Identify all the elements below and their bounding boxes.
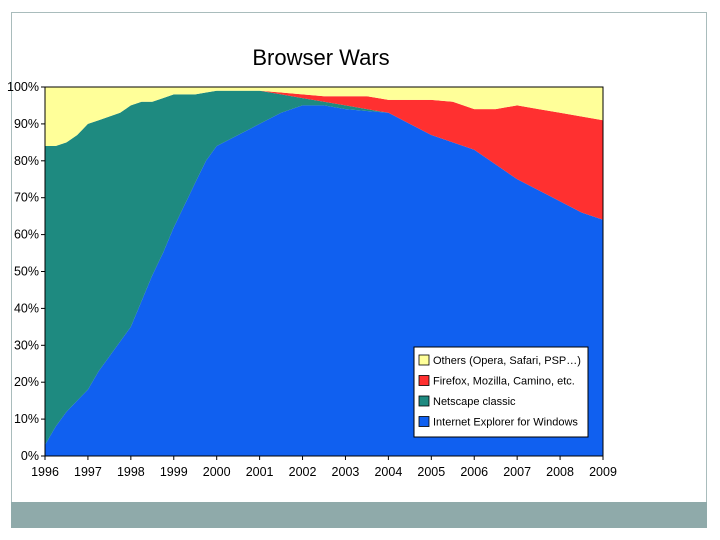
x-tick-label: 1996 [31,465,59,479]
x-tick-label: 1998 [117,465,145,479]
x-tick-label: 1997 [74,465,102,479]
y-tick-label: 30% [14,338,39,352]
x-tick-label: 2003 [332,465,360,479]
legend-label: Others (Opera, Safari, PSP…) [433,355,581,367]
x-tick-label: 2004 [374,465,402,479]
chart-title: Browser Wars [252,45,389,70]
legend-label: Firefox, Mozilla, Camino, etc. [433,376,575,388]
legend-swatch [418,375,430,386]
x-tick-label: 1999 [160,465,188,479]
legend: Others (Opera, Safari, PSP…) Firefox, Moz… [413,346,589,438]
legend-swatch [418,354,430,366]
x-tick-label: 2005 [417,465,445,479]
legend-swatch [418,395,430,407]
y-tick-label: 10% [14,412,39,426]
area-netscape-classic [45,90,603,445]
y-tick-label: 0% [21,449,39,463]
y-axis: 0% 10% 20% 30% 40% 50% 60% 70% 80% 90% 100% [7,80,45,463]
y-tick-label: 20% [14,375,39,389]
area-others-opera-safari-psp [45,87,603,146]
y-tick-label: 90% [14,117,39,131]
y-tick-label: 50% [14,265,39,279]
y-tick-label: 80% [14,154,39,168]
x-tick-label: 2009 [589,465,617,479]
y-tick-label: 70% [14,191,39,205]
legend-box [413,346,589,438]
area-firefox-mozilla-camino-etc [45,90,603,220]
x-tick-label: 2008 [546,465,574,479]
x-tick-label: 2000 [203,465,231,479]
x-axis: 1996 1997 1998 1999 2000 2001 2002 2003 2004 2005… [31,456,617,479]
legend-swatch [418,416,430,427]
y-tick-label: 40% [14,301,39,315]
y-tick-label: 100% [7,80,39,94]
legend-label: Netscape classic [433,396,516,408]
x-tick-label: 2006 [460,465,488,479]
x-tick-label: 2001 [246,465,274,479]
x-tick-label: 2002 [289,465,317,479]
footer-bar [11,502,707,528]
x-tick-label: 2007 [503,465,531,479]
legend-label: Internet Explorer for Windows [433,417,578,429]
y-tick-label: 60% [14,228,39,242]
